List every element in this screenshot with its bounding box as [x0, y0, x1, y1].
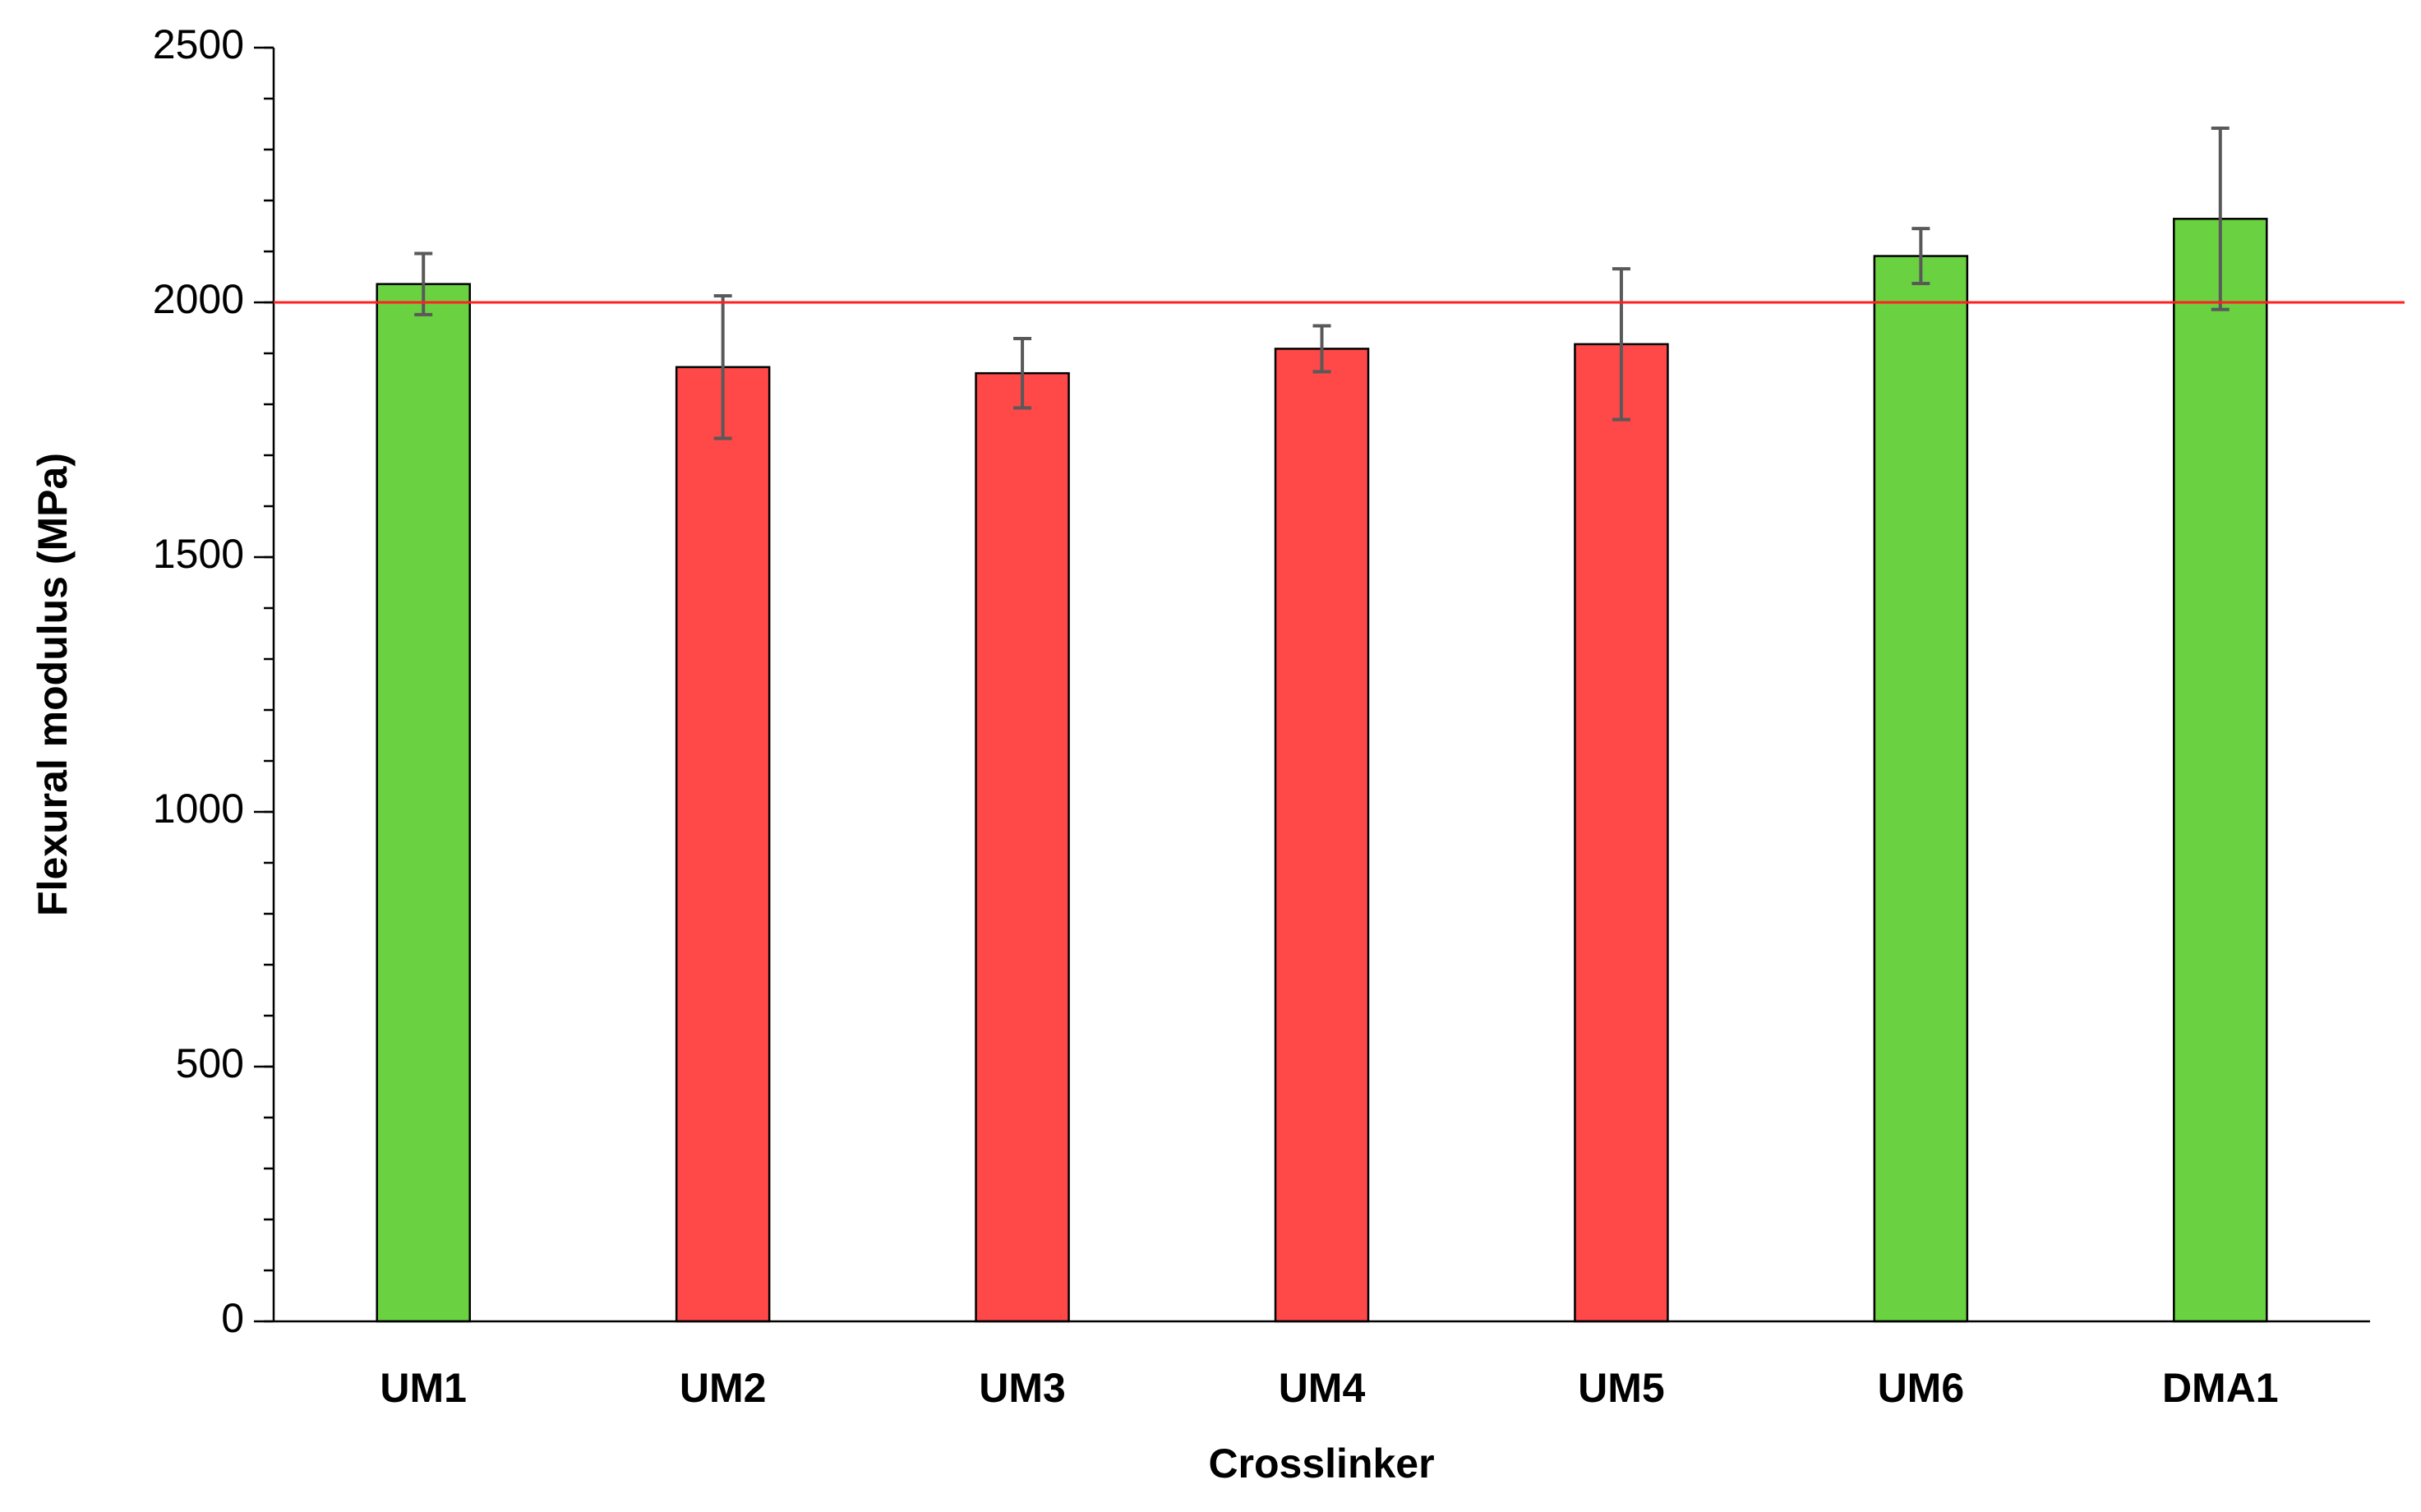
- bar: [2173, 218, 2268, 1323]
- error-bar: [713, 293, 732, 440]
- bar: [1274, 348, 1370, 1323]
- y-tick-label: 0: [221, 1295, 244, 1341]
- bar: [1574, 343, 1669, 1323]
- x-tick-label: UM5: [1578, 1365, 1665, 1411]
- x-axis-title: Crosslinker: [1208, 1441, 1434, 1487]
- x-tick-label: UM6: [1878, 1365, 1965, 1411]
- x-tick-label: DMA1: [2162, 1365, 2279, 1411]
- y-axis-title: Flexural modulus (MPa): [30, 453, 76, 916]
- error-bar: [2211, 126, 2230, 311]
- error-bar: [1612, 267, 1630, 422]
- x-tick-label: UM2: [680, 1365, 767, 1411]
- x-tick-label: UM1: [380, 1365, 467, 1411]
- error-bar: [1911, 227, 1930, 286]
- y-tick-label: 1500: [153, 531, 244, 577]
- y-tick-label: 1000: [153, 786, 244, 832]
- error-bar: [1013, 337, 1032, 410]
- y-tick-label: 2500: [153, 21, 244, 67]
- error-bar: [414, 251, 433, 316]
- x-tick-label: UM4: [1279, 1365, 1366, 1411]
- bar: [975, 371, 1070, 1323]
- bar: [376, 283, 471, 1323]
- error-bar: [1312, 324, 1331, 374]
- y-tick-label: 500: [176, 1040, 244, 1086]
- x-tick-label: UM3: [979, 1365, 1066, 1411]
- y-tick-label: 2000: [153, 276, 244, 322]
- bar: [675, 366, 771, 1323]
- bar: [1873, 255, 1969, 1323]
